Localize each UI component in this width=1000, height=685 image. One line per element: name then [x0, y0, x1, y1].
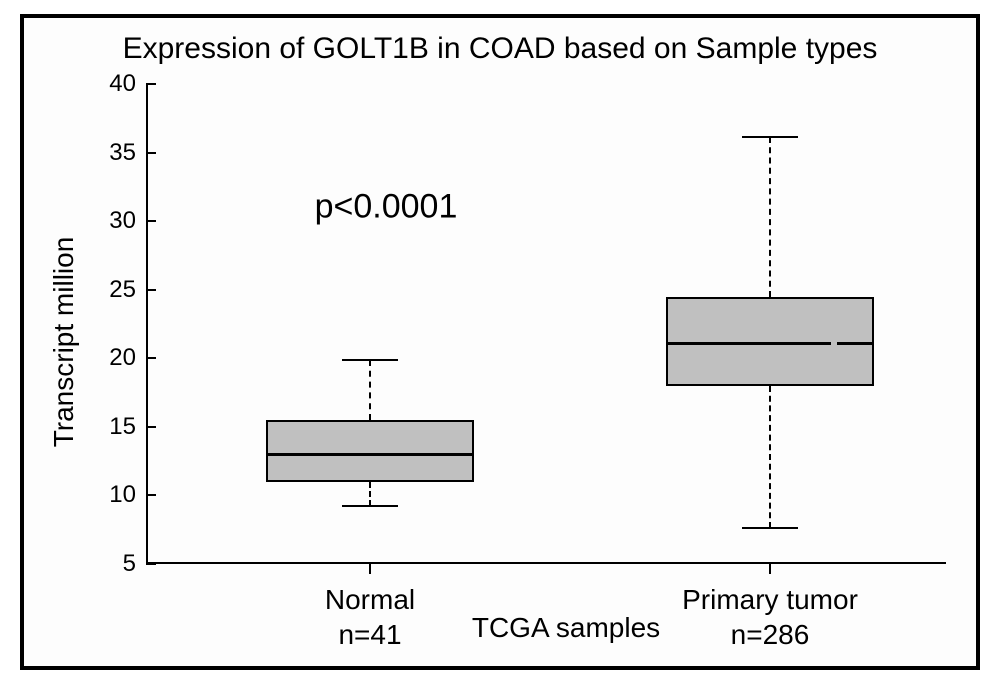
y-tick [146, 494, 156, 496]
whisker-cap-lower [742, 527, 798, 529]
y-tick [146, 220, 156, 222]
y-tick [146, 83, 156, 85]
category-label: Normaln=41 [325, 582, 415, 652]
category-label-line1: Normal [325, 582, 415, 617]
whisker-upper [769, 137, 771, 296]
median-line [266, 453, 474, 456]
category-label-line2: n=286 [682, 617, 858, 652]
y-tick-label: 15 [109, 413, 146, 441]
category-label-line2: n=41 [325, 617, 415, 652]
y-tick-label: 25 [109, 276, 146, 304]
x-axis-label: TCGA samples [472, 612, 660, 644]
category-label: Primary tumorn=286 [682, 582, 858, 652]
y-tick [146, 563, 156, 565]
median-line [837, 342, 874, 345]
x-axis [146, 562, 946, 564]
box [266, 420, 474, 482]
plot-area: 510152025303540p<0.0001Normaln=41Primary… [146, 84, 946, 564]
y-tick-label: 30 [109, 207, 146, 235]
p-value-annotation: p<0.0001 [315, 188, 458, 227]
whisker-cap-upper [742, 136, 798, 138]
chart-frame: Expression of GOLT1B in COAD based on Sa… [20, 14, 980, 670]
whisker-lower [769, 386, 771, 529]
y-tick-label: 20 [109, 344, 146, 372]
y-tick-label: 35 [109, 139, 146, 167]
y-tick-label: 40 [109, 70, 146, 98]
chart-title: Expression of GOLT1B in COAD based on Sa… [24, 32, 976, 66]
y-tick [146, 426, 156, 428]
whisker-lower [369, 482, 371, 507]
y-tick [146, 289, 156, 291]
whisker-cap-lower [342, 505, 398, 507]
whisker-cap-upper [342, 359, 398, 361]
y-axis-label: Transcript million [48, 237, 80, 448]
median-line [666, 342, 831, 345]
y-tick [146, 357, 156, 359]
y-tick [146, 152, 156, 154]
whisker-upper [369, 360, 371, 420]
x-tick [769, 564, 771, 574]
y-tick-label: 5 [123, 550, 146, 578]
category-label-line1: Primary tumor [682, 582, 858, 617]
y-axis [146, 84, 148, 564]
y-tick-label: 10 [109, 481, 146, 509]
x-tick [369, 564, 371, 574]
